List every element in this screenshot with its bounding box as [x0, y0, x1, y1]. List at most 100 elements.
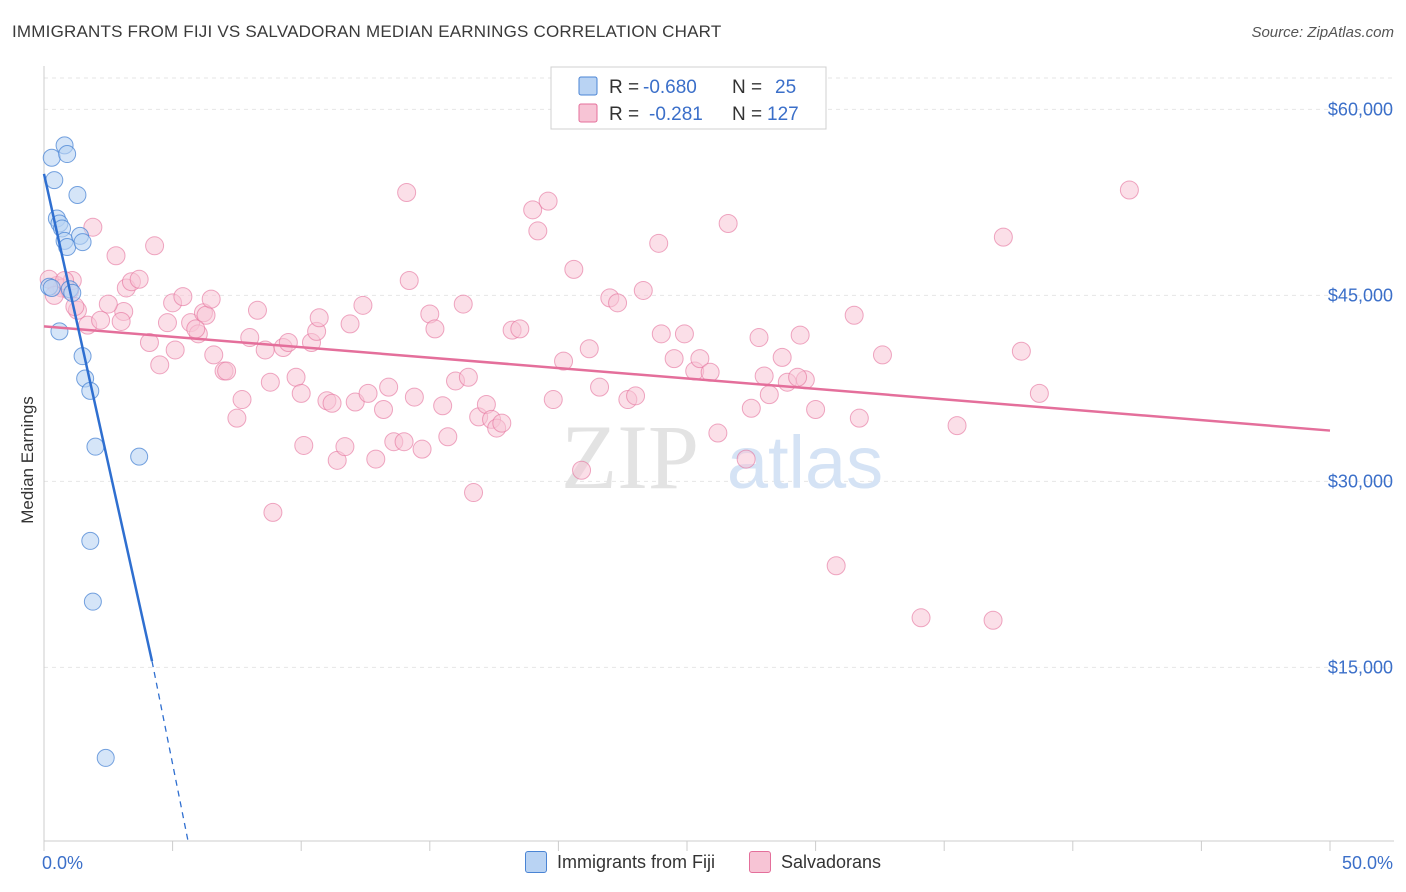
salvadoran-point: [844, 305, 864, 325]
salvadoran-point: [579, 339, 599, 359]
salvadoran-point: [291, 383, 311, 403]
chart-title: IMMIGRANTS FROM FIJI VS SALVADORAN MEDIA…: [12, 22, 722, 41]
fiji-point: [83, 592, 102, 611]
salvadoran-point: [690, 349, 710, 369]
bottom-swatch-fiji: [524, 851, 547, 873]
salvadoran-point: [379, 377, 399, 397]
axes: [43, 66, 1394, 851]
salvadoran-point: [404, 387, 424, 407]
x-tick-labels: 0.0% 50.0%: [42, 853, 1393, 873]
fiji-point: [42, 278, 61, 297]
y-tick-label: $45,000: [1328, 285, 1393, 305]
y-axis-label: Median Earnings: [18, 396, 37, 524]
salvadoran-point: [911, 608, 931, 628]
salvadoran-point: [741, 398, 761, 418]
salvadoran-point: [204, 345, 224, 365]
salvadoran-point: [217, 361, 237, 381]
salvadoran-point: [736, 449, 756, 469]
fiji-point: [58, 145, 77, 164]
salvadoran-point: [528, 221, 548, 241]
fiji-point: [42, 148, 61, 167]
legend-n-value-salv: 127: [767, 104, 799, 125]
salvadoran-point: [150, 355, 170, 375]
bottom-swatch-salv: [748, 851, 771, 873]
salvadoran-point: [111, 311, 131, 331]
source-label: Source: ZipAtlas.com: [1251, 24, 1394, 41]
salvadoran-point: [590, 377, 610, 397]
salvadoran-point: [849, 408, 869, 428]
fiji-point: [73, 233, 92, 252]
salvadoran-point: [173, 287, 193, 307]
salvadoran-point: [227, 408, 247, 428]
salvadoran-point: [633, 280, 653, 300]
legend-swatch-salv: [578, 103, 598, 123]
salvadoran-point: [718, 213, 738, 233]
salvadoran-point: [309, 308, 329, 328]
salvadoran-point: [98, 294, 118, 314]
salvadoran-point: [538, 191, 558, 211]
salvadoran-point: [993, 227, 1013, 247]
salvadoran-point: [1029, 383, 1049, 403]
salvadoran-point: [412, 439, 432, 459]
salvadoran-point: [826, 556, 846, 576]
salvadoran-point: [664, 349, 684, 369]
salvadoran-point: [608, 293, 628, 313]
y-tick-label: $30,000: [1328, 471, 1393, 491]
salvadoran-point: [106, 246, 126, 266]
y-tick-labels: $15,000 $30,000 $45,000 $60,000: [1328, 99, 1393, 677]
salvadoran-point: [754, 366, 774, 386]
salvadoran-point: [983, 610, 1003, 630]
salvadoran-point: [464, 483, 484, 503]
salvadoran-point: [139, 333, 159, 353]
salvadoran-point: [708, 423, 728, 443]
salvadoran-point: [335, 437, 355, 457]
watermark-zip: ZIP: [561, 406, 699, 508]
salvadoran-point: [572, 460, 592, 480]
salvadoran-point: [554, 351, 574, 371]
salvadoran-point: [1011, 341, 1031, 361]
bottom-legend-fiji-label: Immigrants from Fiji: [556, 851, 715, 872]
salvadoran-point: [1119, 180, 1139, 200]
fiji-point: [86, 437, 105, 456]
legend-r-label-salv: R =: [609, 104, 639, 125]
salvadoran-point: [247, 300, 267, 320]
bottom-legend-fiji: Immigrants from Fiji: [524, 851, 715, 873]
salvadoran-point: [366, 449, 386, 469]
salvadoran-point: [425, 319, 445, 339]
salvadoran-point: [157, 313, 177, 333]
salvadoran-point: [260, 372, 280, 392]
salvadoran-point: [749, 328, 769, 348]
salvadoran-point: [772, 347, 792, 367]
x-tick-label: 50.0%: [1342, 853, 1393, 873]
salvadoran-point: [322, 393, 342, 413]
salvadoran-point: [340, 314, 360, 334]
legend-n-value-fiji: 25: [775, 77, 796, 98]
salvadoran-point: [374, 399, 394, 419]
salvadoran-point: [91, 310, 111, 330]
salvadoran-point: [947, 416, 967, 436]
salvadoran-point: [492, 413, 512, 433]
salvadoran-point: [674, 324, 694, 344]
bottom-legend-salv-label: Salvadorans: [780, 851, 882, 872]
salvadoran-point: [543, 390, 563, 410]
x-tick-label: 0.0%: [42, 853, 83, 873]
salvadoran-point: [358, 383, 378, 403]
salvadoran-point: [83, 217, 103, 237]
salvadoran-trend-line: [43, 325, 1331, 432]
trend-lines: [42, 173, 1331, 842]
salvadoran-point: [872, 345, 892, 365]
salvadoran-point: [510, 319, 530, 339]
salvadoran-point: [286, 367, 306, 387]
legend-r-value-fiji: -0.680: [643, 77, 697, 98]
fiji-point: [96, 748, 115, 767]
salvadoran-point: [129, 269, 149, 289]
y-tick-label: $60,000: [1328, 99, 1393, 119]
legend-r-label-fiji: R =: [609, 77, 639, 98]
salvadoran-point: [353, 295, 373, 315]
y-tick-label: $15,000: [1328, 657, 1393, 677]
salvadoran-point: [394, 432, 414, 452]
salvadoran-point: [263, 502, 283, 522]
salvadoran-point: [788, 367, 808, 387]
salvadoran-point: [438, 427, 458, 447]
